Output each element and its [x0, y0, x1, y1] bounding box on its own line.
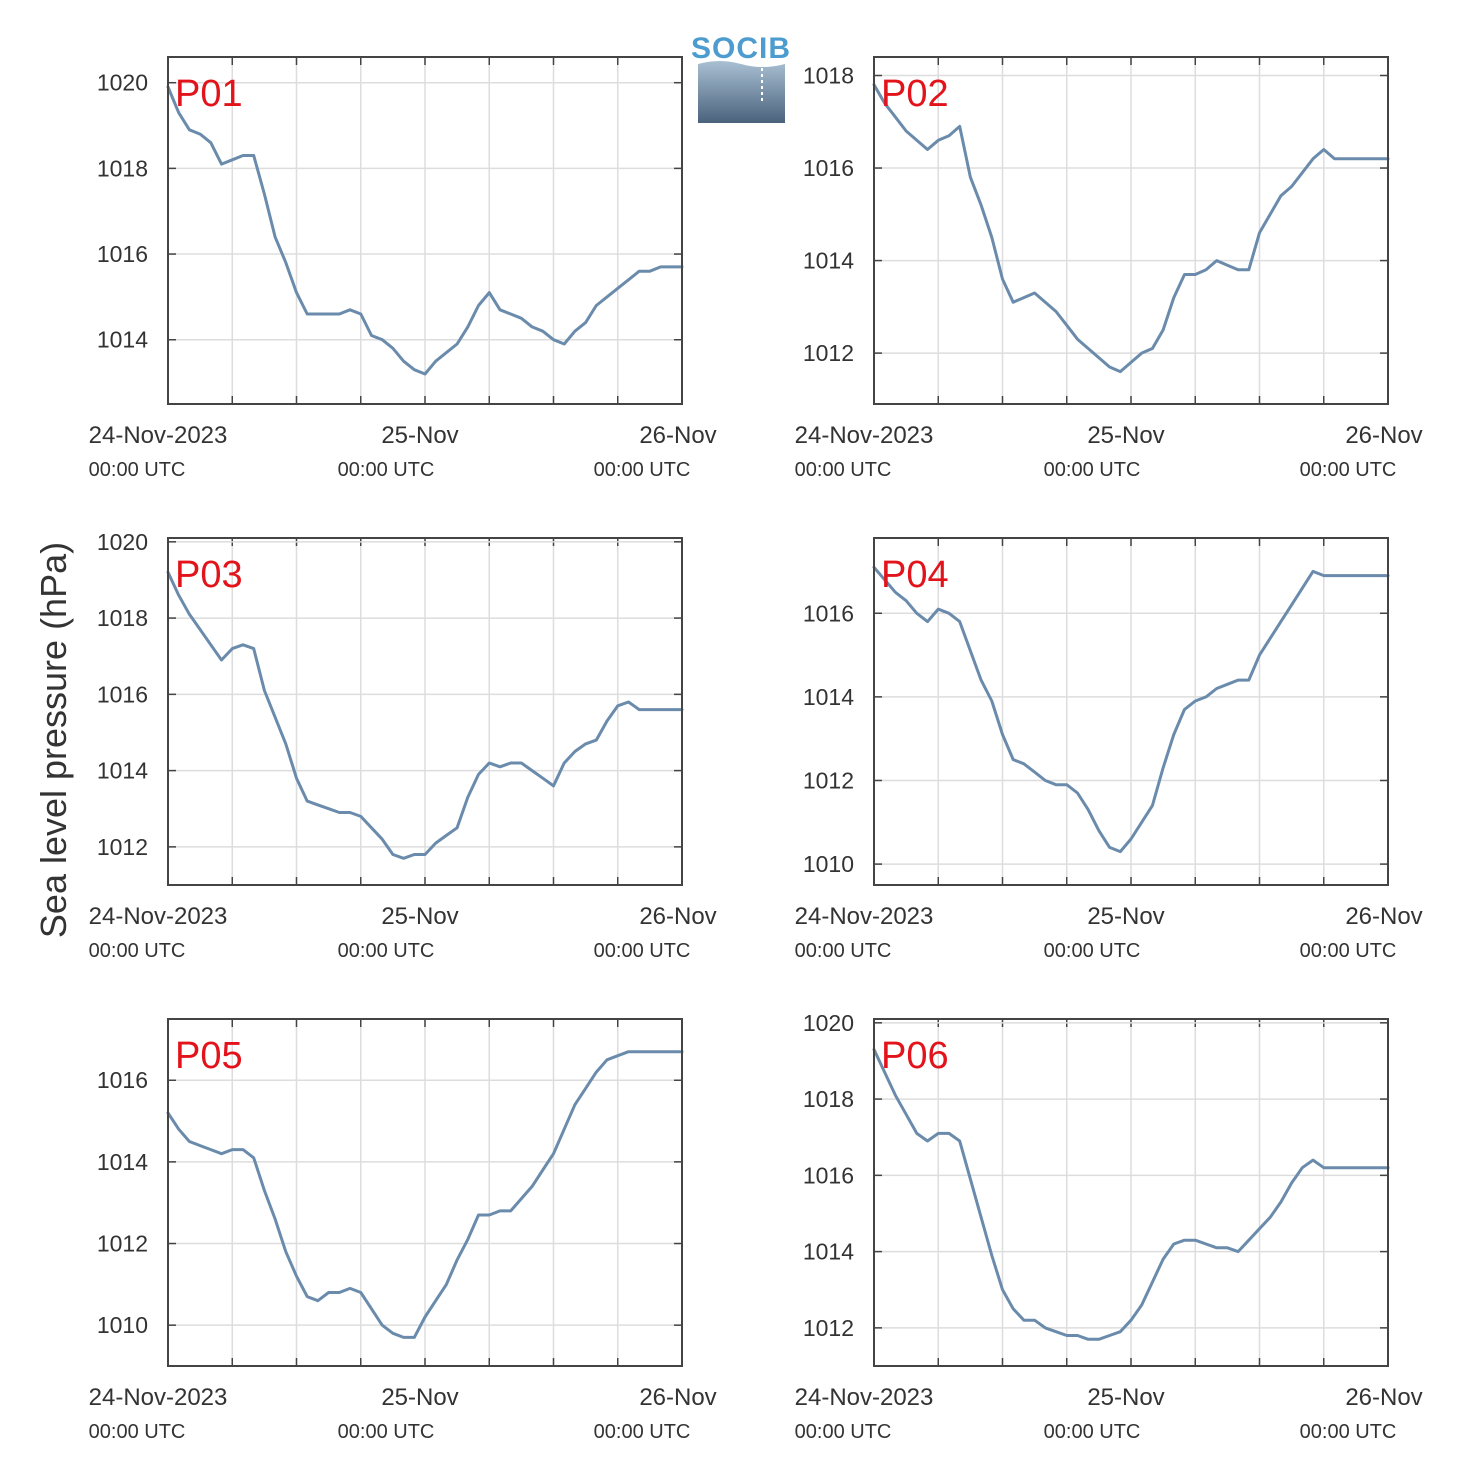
y-tick-label: 1018 [97, 605, 148, 631]
series-line-p04 [872, 565, 1390, 854]
x-tick-sublabel: 00:00 UTC [89, 940, 186, 962]
logo-text: SOCIB [691, 32, 791, 65]
y-tick-label: 1020 [97, 70, 148, 96]
x-tick-label: 25-Nov [381, 422, 458, 449]
series-line-p05 [166, 1050, 684, 1339]
x-tick-label: 26-Nov [639, 903, 716, 930]
y-tick-label: 1016 [803, 600, 854, 626]
y-tick-label: 1020 [803, 1010, 854, 1036]
socib-logo: SOCIB [691, 32, 791, 123]
x-tick-label: 26-Nov [1345, 422, 1422, 449]
y-tick-label: 1012 [97, 834, 148, 860]
x-tick-sublabel: 00:00 UTC [795, 459, 892, 481]
y-tick-label: 1016 [97, 1067, 148, 1093]
x-tick-sublabel: 00:00 UTC [1300, 459, 1397, 481]
y-tick-label: 1014 [803, 1239, 854, 1265]
panel-p03: 1012 1014 1016 1018 1020 P03 24-Nov-2023 00:00 … [89, 529, 717, 962]
panel-p01: 1014 1016 1018 1020 P01 24-Nov-2023 00:00 UTC 2… [89, 56, 717, 481]
x-tick-sublabel: 00:00 UTC [594, 459, 691, 481]
panel-label: P04 [881, 554, 949, 596]
y-tick-label: 1016 [803, 1162, 854, 1188]
x-tick-sublabel: 00:00 UTC [1044, 459, 1141, 481]
x-tick-sublabel: 00:00 UTC [795, 1421, 892, 1443]
y-tick-label: 1012 [97, 1231, 148, 1257]
x-tick-label: 24-Nov-2023 [795, 422, 934, 449]
x-tick-label: 24-Nov-2023 [795, 1384, 934, 1411]
x-tick-label: 24-Nov-2023 [89, 422, 228, 449]
y-tick-label: 1016 [97, 681, 148, 707]
series-line-p02 [872, 83, 1390, 374]
x-tick-label: 25-Nov [1087, 422, 1164, 449]
panel-p06: 1012 1014 1016 1018 1020 P06 24-Nov-2023 00:00 … [795, 1010, 1423, 1443]
y-axis-label: Sea level pressure (hPa) [33, 542, 74, 938]
plot-frame [167, 56, 683, 405]
x-tick-label: 26-Nov [1345, 1384, 1422, 1411]
x-tick-label: 24-Nov-2023 [89, 903, 228, 930]
x-tick-label: 25-Nov [381, 903, 458, 930]
x-tick-sublabel: 00:00 UTC [1300, 940, 1397, 962]
x-tick-label: 26-Nov [639, 1384, 716, 1411]
x-tick-label: 25-Nov [1087, 903, 1164, 930]
panels-container: 1014 1016 1018 1020 P01 24-Nov-2023 00:00 UTC 2… [89, 56, 1423, 1443]
x-tick-sublabel: 00:00 UTC [89, 1421, 186, 1443]
plot-frame [167, 1018, 683, 1367]
x-tick-sublabel: 00:00 UTC [338, 940, 435, 962]
y-tick-label: 1014 [803, 248, 854, 274]
panel-label: P06 [881, 1035, 949, 1077]
x-tick-sublabel: 00:00 UTC [1300, 1421, 1397, 1443]
y-tick-label: 1012 [803, 767, 854, 793]
y-tick-label: 1014 [97, 758, 148, 784]
x-tick-sublabel: 00:00 UTC [594, 1421, 691, 1443]
x-tick-sublabel: 00:00 UTC [338, 459, 435, 481]
x-tick-sublabel: 00:00 UTC [795, 940, 892, 962]
y-tick-label: 1018 [97, 155, 148, 181]
series-line-p06 [872, 1048, 1390, 1341]
y-tick-label: 1018 [803, 63, 854, 89]
y-tick-label: 1018 [803, 1086, 854, 1112]
panel-label: P02 [881, 73, 949, 115]
y-tick-label: 1014 [97, 327, 148, 353]
x-tick-sublabel: 00:00 UTC [594, 940, 691, 962]
panel-label: P01 [175, 73, 243, 115]
series-line-p01 [166, 85, 684, 376]
plot-frame [873, 56, 1389, 405]
y-tick-label: 1014 [803, 684, 854, 710]
x-tick-sublabel: 00:00 UTC [1044, 1421, 1141, 1443]
panel-p02: 1012 1014 1016 1018 P02 24-Nov-2023 00:00 UTC 2… [795, 56, 1423, 481]
panel-p04: 1010 1012 1014 1016 P04 24-Nov-2023 00:00 UTC 2… [795, 537, 1423, 962]
y-tick-label: 1016 [803, 155, 854, 181]
y-tick-label: 1012 [803, 1315, 854, 1341]
plot-frame [167, 537, 683, 886]
x-tick-label: 26-Nov [1345, 903, 1422, 930]
y-tick-label: 1020 [97, 529, 148, 555]
x-tick-sublabel: 00:00 UTC [338, 1421, 435, 1443]
logo-wave-graphic [698, 61, 785, 123]
y-tick-label: 1014 [97, 1149, 148, 1175]
x-tick-label: 25-Nov [381, 1384, 458, 1411]
x-tick-sublabel: 00:00 UTC [89, 459, 186, 481]
series-line-p03 [166, 570, 684, 860]
plot-frame [873, 1018, 1389, 1367]
x-tick-sublabel: 00:00 UTC [1044, 940, 1141, 962]
x-tick-label: 26-Nov [639, 422, 716, 449]
plot-frame [873, 537, 1389, 886]
panel-label: P03 [175, 554, 243, 596]
x-tick-label: 25-Nov [1087, 1384, 1164, 1411]
panel-label: P05 [175, 1035, 243, 1077]
y-tick-label: 1012 [803, 340, 854, 366]
y-tick-label: 1010 [97, 1312, 148, 1338]
y-tick-label: 1016 [97, 241, 148, 267]
y-tick-label: 1010 [803, 851, 854, 877]
x-tick-label: 24-Nov-2023 [795, 903, 934, 930]
x-tick-label: 24-Nov-2023 [89, 1384, 228, 1411]
panel-p05: 1010 1012 1014 1016 P05 24-Nov-2023 00:00 UTC 2… [89, 1018, 717, 1443]
